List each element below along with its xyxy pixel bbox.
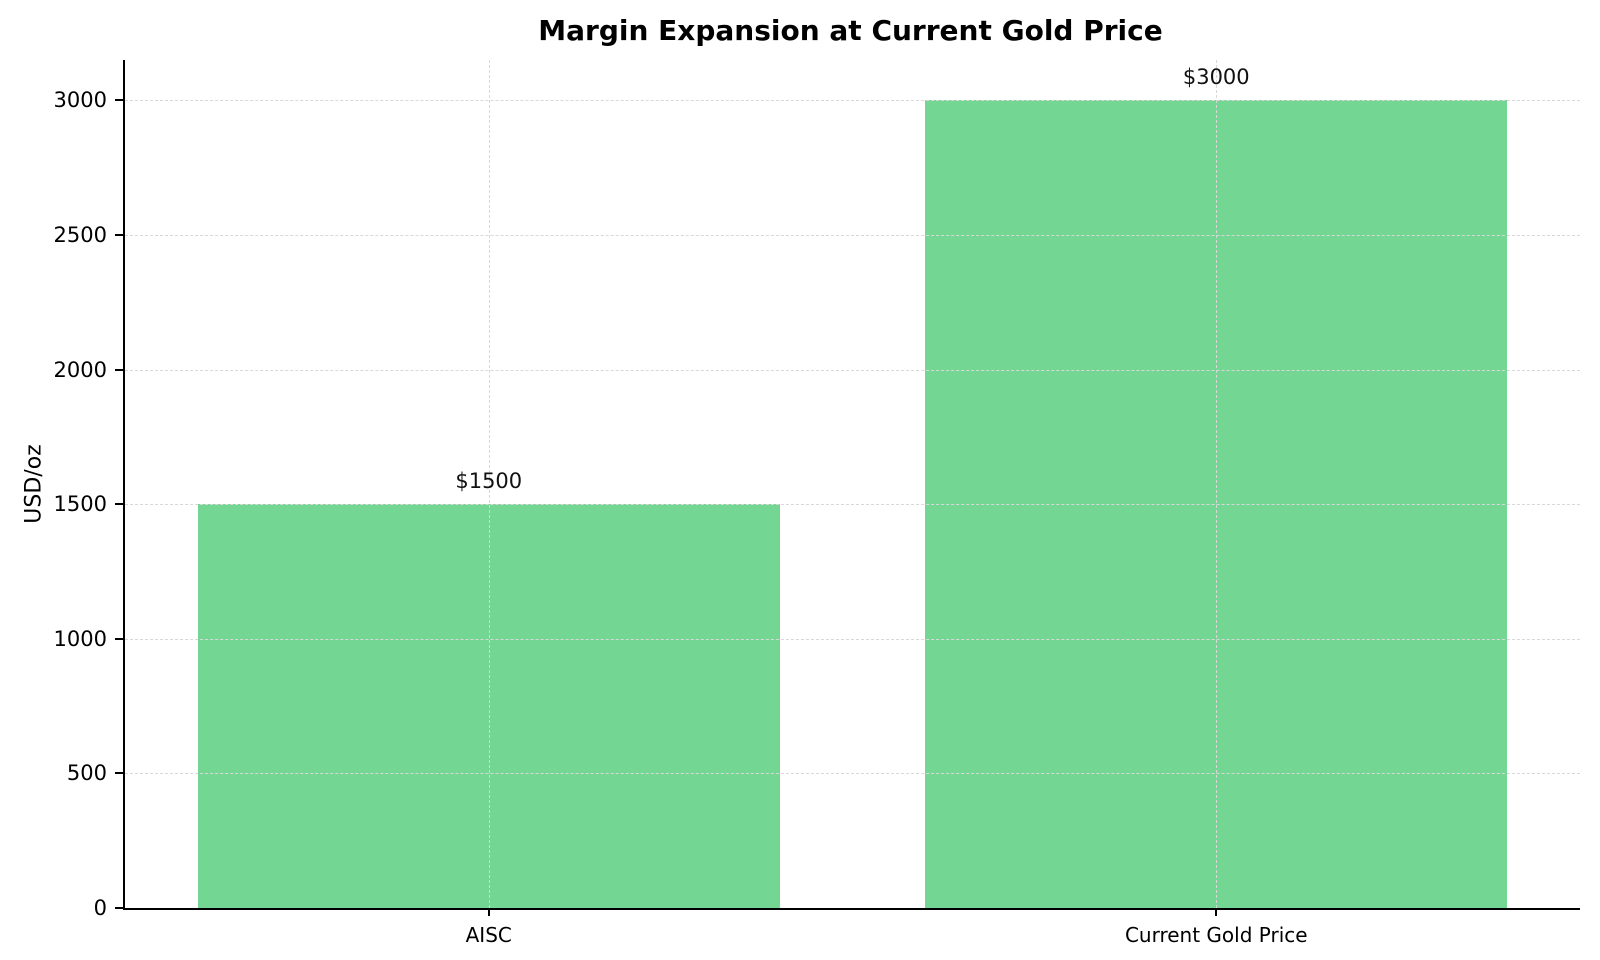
x-tick-label: Current Gold Price bbox=[1124, 923, 1308, 947]
bar-aisc bbox=[197, 504, 780, 908]
y-tick-label: 1500 bbox=[53, 492, 107, 517]
y-tick-mark bbox=[115, 368, 123, 371]
bar-value-label: $1500 bbox=[455, 469, 523, 494]
bar-value-label: $3000 bbox=[1182, 65, 1250, 90]
y-tick-mark bbox=[115, 907, 123, 909]
x-tick-mark bbox=[487, 908, 490, 916]
y-tick-mark bbox=[115, 233, 123, 236]
y-tick-label: 2000 bbox=[53, 357, 107, 382]
y-tick-mark bbox=[115, 503, 123, 506]
plot-area: AISC $1500 Current Gold Price $3000 0 500 1000… bbox=[54, 60, 1580, 947]
y-tick-label: 2500 bbox=[53, 222, 107, 247]
y-tick-mark bbox=[115, 637, 123, 640]
y-tick-label: 3000 bbox=[53, 88, 107, 113]
y-tick-mark bbox=[115, 99, 123, 102]
x-tick-mark bbox=[1215, 908, 1218, 916]
bar-current-gold-price bbox=[925, 100, 1508, 908]
y-tick-label: 500 bbox=[66, 761, 107, 786]
x-tick-label: AISC bbox=[465, 923, 512, 947]
y-tick-mark bbox=[115, 772, 123, 775]
y-tick-label: 1000 bbox=[53, 626, 107, 651]
chart-title: Margin Expansion at Current Gold Price bbox=[538, 14, 1163, 47]
y-tick-label: 0 bbox=[93, 896, 107, 920]
